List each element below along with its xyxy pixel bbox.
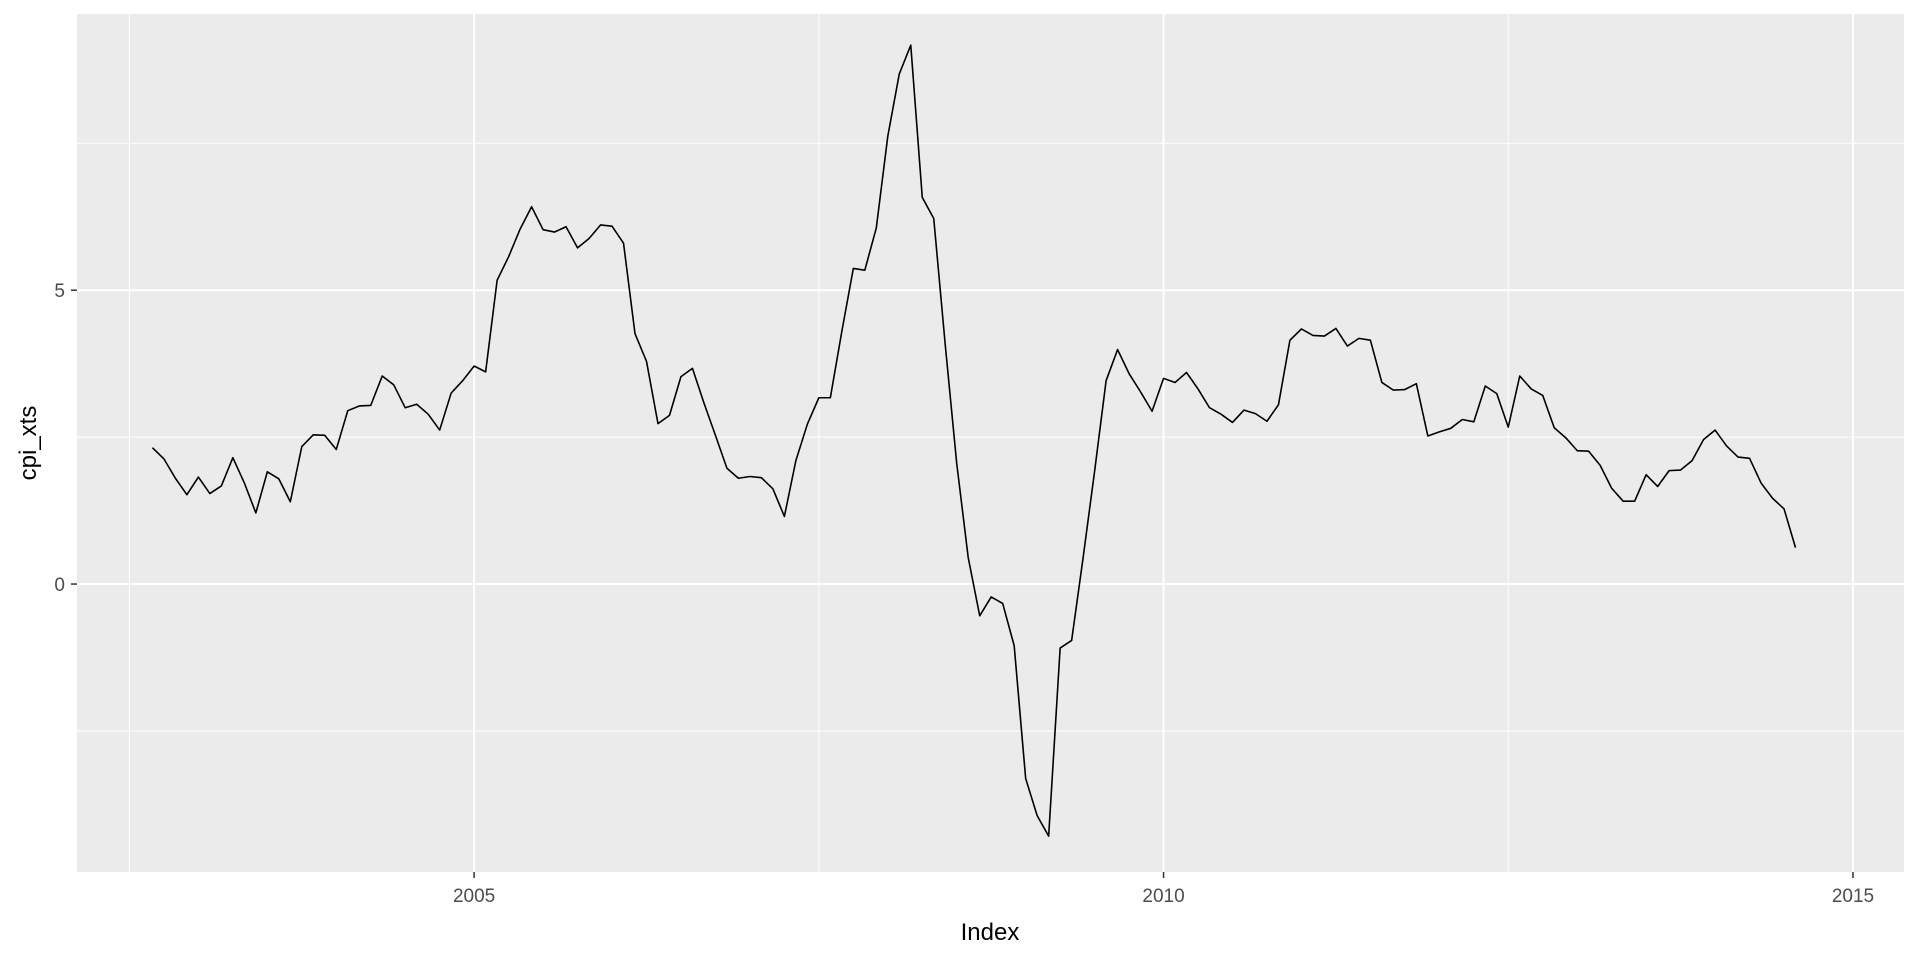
x-axis-ticks: 2005 2010 2015 bbox=[453, 872, 1874, 907]
y-axis-title: cpi_xts bbox=[15, 406, 42, 481]
y-tick-label: 0 bbox=[54, 575, 65, 596]
y-axis-ticks: 05 bbox=[54, 281, 77, 596]
x-axis-title: Index bbox=[961, 919, 1020, 946]
plot-panel bbox=[77, 14, 1904, 872]
x-tick-label: 2005 bbox=[453, 886, 495, 907]
x-tick-label: 2010 bbox=[1142, 886, 1184, 907]
x-tick-label: 2015 bbox=[1832, 886, 1874, 907]
series-layer bbox=[151, 44, 1797, 837]
y-tick-label: 5 bbox=[54, 281, 65, 302]
series-line bbox=[151, 44, 1797, 837]
major-gridlines bbox=[77, 14, 1904, 872]
minor-gridlines bbox=[77, 14, 1904, 872]
